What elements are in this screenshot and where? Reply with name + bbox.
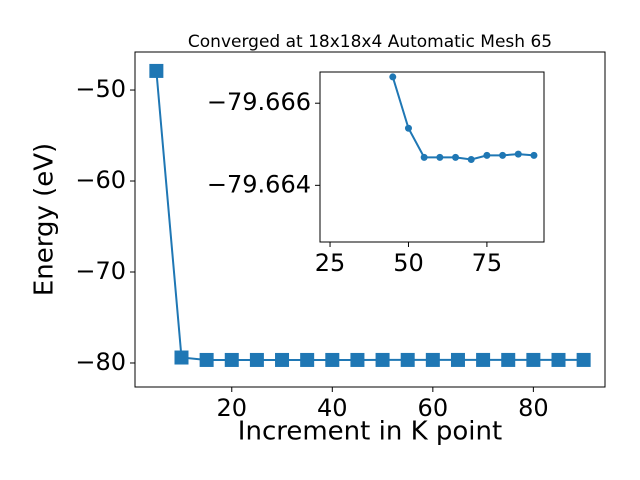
marker [450,352,465,367]
marker [576,352,591,367]
marker [375,352,390,367]
marker [389,73,397,81]
x-tick-label: 50 [393,249,424,277]
marker [530,151,538,159]
marker [452,153,460,161]
marker [275,352,290,367]
x-tick-label: 80 [518,394,549,422]
x-tick-label: 25 [315,249,346,277]
y-tick-label: −70 [75,257,126,285]
x-tick-label: 60 [418,394,449,422]
marker [199,352,214,367]
marker [420,153,428,161]
marker [483,151,491,159]
marker [514,150,522,158]
marker [224,352,239,367]
marker [174,350,189,365]
y-tick-label: −50 [75,75,126,103]
x-axis-label: Increment in K point [238,417,502,447]
marker [436,153,444,161]
marker [551,352,566,367]
y-tick-label: −79.666 [207,88,311,116]
x-tick-label: 20 [216,394,247,422]
marker [249,352,264,367]
y-tick-label: −79.664 [207,170,311,198]
marker [476,352,491,367]
y-tick-label: −80 [75,348,126,376]
y-tick-label: −60 [75,166,126,194]
marker [300,352,315,367]
marker [467,155,475,163]
marker [400,352,415,367]
x-tick-label: 75 [472,249,503,277]
marker [425,352,440,367]
marker [350,352,365,367]
marker [404,124,412,132]
marker [499,151,507,159]
x-tick-label: 40 [317,394,348,422]
marker [526,352,541,367]
marker [501,352,516,367]
marker [325,352,340,367]
y-axis-label: Energy (eV) [30,143,60,296]
marker [149,63,164,78]
data-line [391,76,535,161]
chart-title: Converged at 18x18x4 Automatic Mesh 65 [188,32,552,52]
